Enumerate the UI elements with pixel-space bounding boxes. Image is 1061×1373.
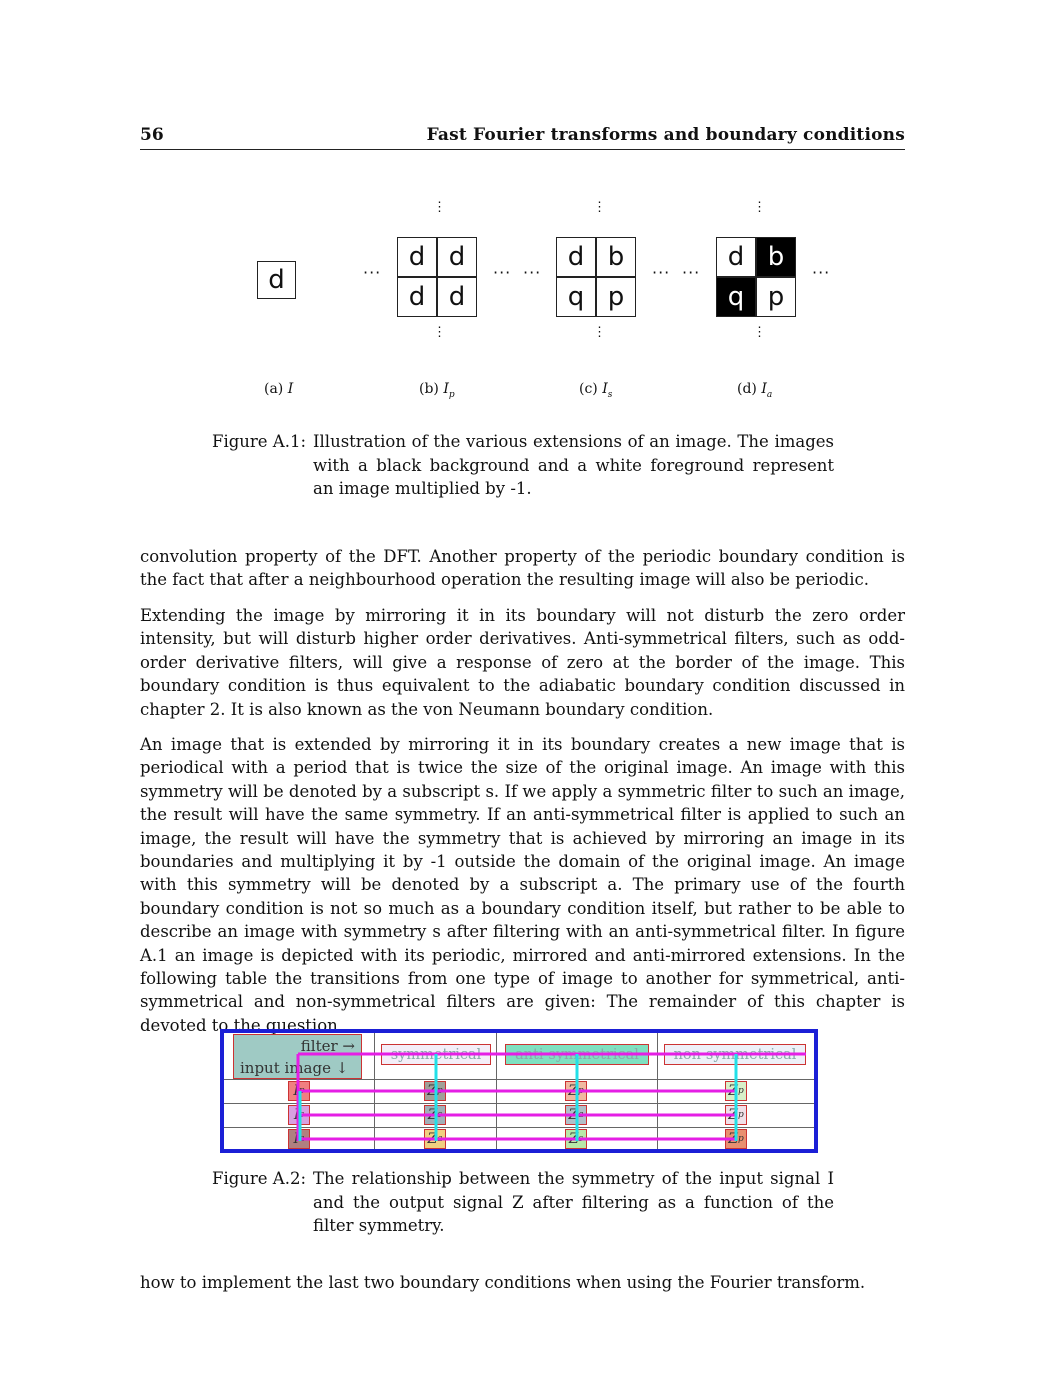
caption-label: Figure A.2: xyxy=(212,1169,307,1188)
table-frame xyxy=(220,1029,818,1153)
caption-label: Figure A.1: xyxy=(212,432,307,451)
row-divider xyxy=(224,1127,814,1128)
subcaption-a: (a) I xyxy=(264,381,294,397)
vertical-ellipsis: ⋮ xyxy=(433,325,446,340)
ellipsis: ··· xyxy=(523,263,542,282)
vertical-ellipsis: ⋮ xyxy=(593,200,606,215)
page-number: 56 xyxy=(140,125,164,145)
paragraph: Extending the image by mirroring it in i… xyxy=(140,606,905,719)
subcaption-b: (b) Ip xyxy=(419,381,455,400)
image-cell-negated: q xyxy=(716,277,756,317)
row-connector-lines xyxy=(296,1052,806,1141)
figure-a1: d ··· d d d d ⋮ ⋮ ··· ··· d b q p ⋮ ⋮ ··… xyxy=(140,195,905,415)
figure-a2-table: filter → input image ↓ symmetrical anti-… xyxy=(220,1029,818,1153)
corner-input-label: input image ↓ xyxy=(240,1059,349,1077)
vertical-ellipsis: ⋮ xyxy=(753,325,766,340)
running-title: Fast Fourier transforms and boundary con… xyxy=(426,125,905,145)
ellipsis: ··· xyxy=(682,263,701,282)
corner-filter-label: filter → xyxy=(300,1037,355,1055)
figure-a2-caption: Figure A.2: The relationship between the… xyxy=(212,1167,834,1239)
image-cell: b xyxy=(596,237,636,277)
subcaption-c: (c) Is xyxy=(579,381,613,400)
image-cell: d xyxy=(716,237,756,277)
vertical-ellipsis: ⋮ xyxy=(753,200,766,215)
ellipsis: ··· xyxy=(493,263,512,282)
ellipsis: ··· xyxy=(652,263,671,282)
image-cell: d xyxy=(437,277,477,317)
column-connector-lines xyxy=(298,1054,738,1141)
image-cell: d xyxy=(556,237,596,277)
figure-a1-caption: Figure A.1: Illustration of the various … xyxy=(212,430,834,502)
ellipsis: ··· xyxy=(363,263,382,282)
subcaption-d: (d) Ia xyxy=(737,381,773,400)
paragraph: An image that is extended by mirroring i… xyxy=(140,735,905,1035)
caption-text: Illustration of the various extensions o… xyxy=(313,432,834,498)
row-divider xyxy=(224,1079,814,1080)
image-cell: d xyxy=(257,261,296,299)
row-divider xyxy=(224,1103,814,1104)
image-cell: d xyxy=(397,237,437,277)
header-rule xyxy=(140,149,905,150)
image-cell: q xyxy=(556,277,596,317)
image-cell: d xyxy=(397,277,437,317)
vertical-ellipsis: ⋮ xyxy=(593,325,606,340)
ellipsis: ··· xyxy=(812,263,831,282)
image-cell-negated: b xyxy=(756,237,796,277)
image-cell: p xyxy=(756,277,796,317)
closing-paragraph: how to implement the last two boundary c… xyxy=(140,1273,866,1292)
paragraph: convolution property of the DFT. Another… xyxy=(140,547,905,590)
image-cell: p xyxy=(596,277,636,317)
vertical-ellipsis: ⋮ xyxy=(433,200,446,215)
caption-text: The relationship between the symmetry of… xyxy=(313,1169,834,1235)
image-cell: d xyxy=(437,237,477,277)
connector-lines xyxy=(296,1052,806,1141)
